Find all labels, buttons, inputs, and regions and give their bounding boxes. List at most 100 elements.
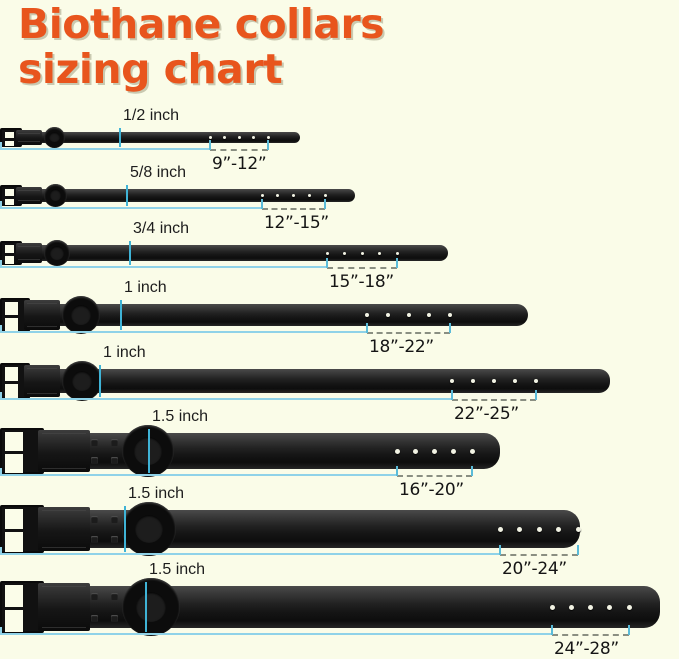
buckle-window [5, 245, 15, 253]
buckle-tongue [24, 365, 60, 397]
adjustment-hole [223, 135, 226, 139]
strap-width-label: 5/8 inch [130, 164, 187, 181]
buckle-tongue [16, 187, 42, 204]
adjustment-hole [237, 135, 241, 139]
tongue-seam [42, 586, 86, 587]
buckle-frame [0, 581, 44, 633]
buckle-rivet [111, 535, 118, 543]
adjustment-range-dashes [397, 475, 472, 477]
buckle-window [5, 610, 24, 632]
d-ring-opening [134, 514, 164, 544]
page-title: Biothane collars sizing chart [18, 0, 385, 93]
strap-width-label: 1 inch [124, 279, 167, 296]
range-bracket-cap [551, 625, 553, 635]
range-bracket-cap [267, 140, 269, 150]
d-ring-opening [71, 370, 93, 392]
collar-strap [4, 510, 580, 548]
buckle-rivet [91, 457, 98, 465]
neck-size-range-label: 16”-20” [399, 480, 464, 500]
baseline-end-cap [0, 325, 2, 332]
buckle-rivet [91, 535, 98, 543]
adjustment-hole [266, 135, 270, 139]
adjustment-hole [607, 604, 613, 610]
buckle-tongue [16, 243, 42, 263]
d-ring-opening [135, 591, 167, 623]
adjustment-range-dashes [552, 634, 629, 636]
adjustment-hole [365, 313, 369, 317]
buckle-window [5, 384, 18, 398]
tongue-seam [18, 246, 40, 247]
buckle-frame [0, 428, 44, 474]
adjustment-hole [395, 251, 399, 255]
adjustment-hole [588, 604, 593, 610]
adjustment-hole [276, 193, 280, 197]
tongue-seam [26, 368, 58, 369]
collar-d-ring [44, 240, 70, 266]
tongue-seam [26, 303, 58, 304]
adjustment-hole [378, 251, 381, 255]
buckle-window [5, 140, 15, 146]
baseline-end-cap [0, 547, 2, 554]
buckle-window [5, 256, 15, 264]
tongue-seam [26, 393, 58, 394]
adjustment-hole [536, 526, 542, 532]
buckle-window [5, 585, 24, 607]
buckle-frame [0, 505, 44, 553]
buckle-window [5, 132, 15, 138]
adjustment-hole [208, 135, 212, 139]
adjustment-range-dashes [327, 267, 397, 269]
buckle-tongue [16, 130, 42, 145]
collar-strap [4, 369, 610, 393]
adjustment-hole [471, 379, 475, 383]
buckle-rivet [111, 438, 118, 446]
collar-d-ring [62, 361, 102, 401]
range-bracket-cap [451, 390, 453, 400]
adjustment-range-dashes [452, 399, 536, 401]
adjustment-hole [513, 379, 517, 383]
adjustment-hole [385, 313, 390, 317]
collar-d-ring [44, 126, 65, 148]
length-baseline [0, 398, 452, 400]
range-bracket-cap [449, 323, 451, 333]
adjustment-hole [450, 448, 456, 454]
length-baseline [0, 266, 327, 268]
d-ring-opening [50, 246, 64, 260]
buckle-rivet [111, 457, 118, 465]
baseline-end-cap [0, 142, 2, 149]
adjustment-hole [568, 604, 574, 610]
range-bracket-cap [471, 466, 473, 476]
strap-width-label: 1.5 inch [149, 561, 206, 578]
baseline-end-cap [0, 260, 2, 267]
neck-size-range-label: 12”-15” [264, 213, 329, 233]
range-bracket-cap [535, 390, 537, 400]
tongue-seam [42, 627, 86, 628]
collar-d-ring [62, 296, 100, 334]
buckle-window [5, 367, 18, 381]
adjustment-hole [260, 193, 264, 197]
range-bracket-cap [261, 199, 263, 209]
adjustment-hole [450, 379, 454, 383]
tongue-seam [42, 547, 86, 548]
range-bracket-cap [324, 199, 326, 209]
length-baseline [0, 633, 552, 635]
adjustment-range-dashes [367, 332, 450, 334]
buckle-window [5, 302, 18, 315]
strap-width-tick [120, 300, 122, 330]
adjustment-hole [469, 448, 475, 454]
collar-strap [6, 245, 448, 261]
adjustment-hole [323, 193, 327, 197]
buckle-rivet [111, 614, 118, 622]
buckle-rivet [111, 516, 118, 524]
strap-width-label: 1.5 inch [152, 408, 209, 425]
adjustment-hole [492, 379, 496, 383]
collar-strap [2, 586, 660, 628]
collar-strap [4, 304, 528, 326]
range-bracket-cap [628, 625, 630, 635]
range-bracket-cap [396, 258, 398, 268]
adjustment-range-dashes [500, 554, 578, 556]
buckle-rivet [91, 593, 98, 601]
tongue-seam [18, 133, 40, 134]
buckle-rivet [91, 438, 98, 446]
